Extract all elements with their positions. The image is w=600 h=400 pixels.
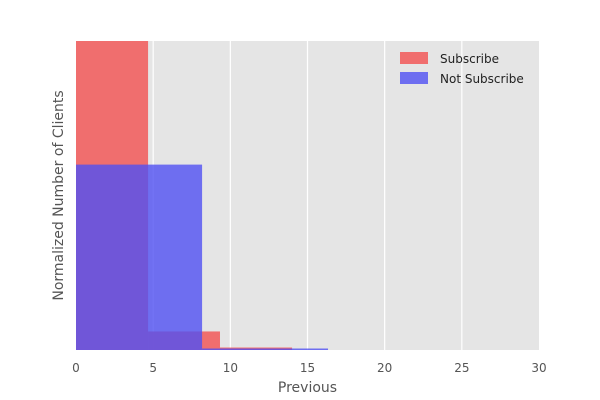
x-tick-label: 20 <box>377 361 392 375</box>
bar-not-subscribe <box>76 164 203 350</box>
y-axis-label: Normalized Number of Clients <box>51 90 67 300</box>
x-tick-label: 0 <box>72 361 80 375</box>
x-tick-label: 5 <box>149 361 157 375</box>
x-tick-label: 15 <box>300 361 315 375</box>
legend-label: Subscribe <box>440 52 499 66</box>
legend-label: Not Subscribe <box>440 72 524 86</box>
x-tick-label: 10 <box>223 361 238 375</box>
bars <box>76 41 329 350</box>
x-tick-labels: 0 5 10 15 20 25 30 <box>72 361 546 375</box>
legend-swatch <box>400 52 428 64</box>
x-axis-label: Previous <box>278 380 337 396</box>
x-tick-label: 30 <box>531 361 546 375</box>
x-tick-label: 25 <box>454 361 469 375</box>
legend: Subscribe Not Subscribe <box>400 52 524 86</box>
bar-not-subscribe <box>202 348 329 350</box>
legend-swatch <box>400 72 428 84</box>
